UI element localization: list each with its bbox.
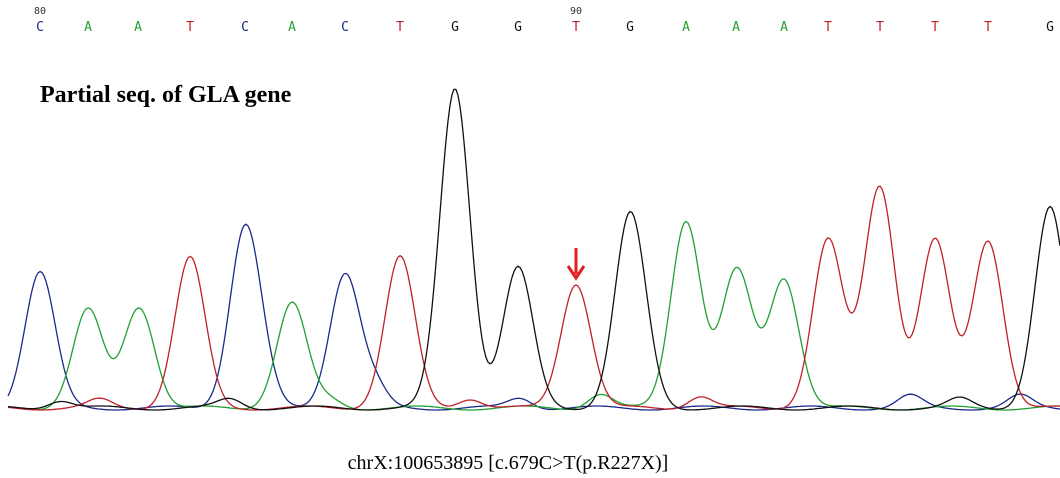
position-label: 90 — [570, 6, 582, 17]
base-call: A — [84, 20, 92, 35]
base-call: G — [626, 20, 634, 35]
base-call: G — [1046, 20, 1054, 35]
base-call: C — [36, 20, 44, 35]
base-call: A — [288, 20, 296, 35]
base-call: C — [341, 20, 349, 35]
base-call: A — [780, 20, 788, 35]
base-call: T — [984, 20, 992, 35]
base-call: T — [572, 20, 580, 35]
base-call: G — [451, 20, 459, 35]
base-call: A — [682, 20, 690, 35]
base-call: C — [241, 20, 249, 35]
base-call: A — [732, 20, 740, 35]
base-call: G — [514, 20, 522, 35]
base-call: A — [134, 20, 142, 35]
position-label: 80 — [34, 6, 46, 17]
base-call: T — [396, 20, 404, 35]
base-call: T — [824, 20, 832, 35]
base-call: T — [186, 20, 194, 35]
chromatogram: C A A T C A C T G G T G A A A T T T T G 80 90 Partial seq. of… — [0, 0, 1060, 478]
page: C A A T C A C T G G T G A A A T T T T G 80 90 Partial seq. of… — [0, 0, 1060, 478]
caption: chrX:100653895 [c.679C>T(p.R227X)] — [348, 452, 669, 474]
base-call: T — [931, 20, 939, 35]
base-call: T — [876, 20, 884, 35]
figure-title: Partial seq. of GLA gene — [40, 82, 292, 108]
